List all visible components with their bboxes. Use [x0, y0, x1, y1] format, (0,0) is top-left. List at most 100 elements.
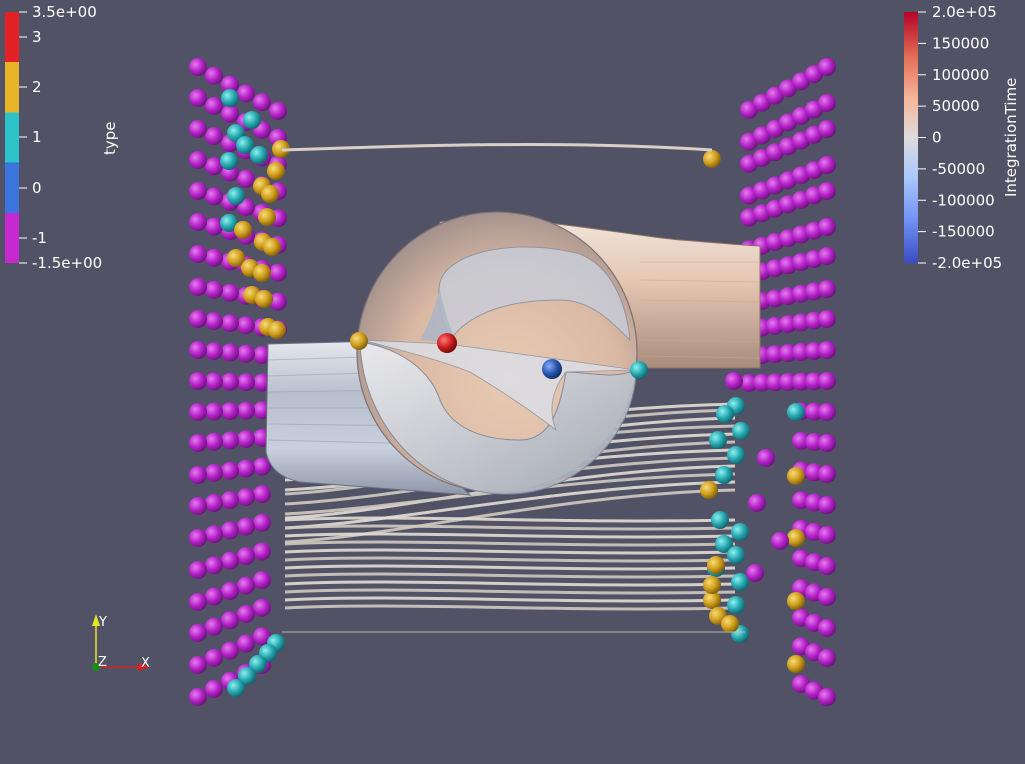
critical-point-gold — [350, 332, 368, 350]
seed-sphere — [818, 649, 836, 667]
seed-sphere — [805, 402, 823, 421]
seed-sphere — [787, 655, 805, 673]
seed-sphere — [243, 111, 261, 129]
type-tick-label: 0 — [32, 179, 42, 197]
seed-sphere — [272, 140, 290, 158]
seed-sphere — [227, 249, 245, 267]
seed-sphere — [205, 248, 223, 267]
seed-sphere — [237, 488, 255, 507]
seed-sphere — [766, 373, 784, 392]
type-tick-label: -1.5e+00 — [32, 254, 102, 272]
streamline — [284, 532, 736, 539]
seed-sphere — [189, 245, 207, 263]
seed-sphere — [787, 529, 805, 547]
seed-sphere — [205, 463, 223, 482]
seed-sphere — [220, 214, 238, 232]
seed-sphere — [220, 152, 238, 170]
seed-sphere — [255, 290, 273, 308]
streamline — [284, 564, 736, 571]
seed-sphere — [189, 403, 207, 421]
type-tick-label: -1 — [32, 229, 47, 247]
seed-sphere — [227, 679, 245, 697]
seed-sphere — [757, 449, 775, 467]
seed-sphere — [787, 403, 805, 421]
seed-sphere — [818, 156, 836, 174]
seed-sphere — [221, 461, 239, 480]
seed-sphere — [766, 345, 784, 364]
seed-sphere — [189, 182, 207, 200]
seed-sphere — [715, 535, 733, 553]
seed-sphere — [818, 496, 836, 514]
seed-sphere — [727, 446, 745, 464]
streamline — [284, 488, 736, 544]
integration-time-tick-label: -100000 — [932, 191, 995, 209]
seed-sphere — [189, 466, 207, 484]
streamline — [284, 556, 736, 563]
seed-sphere — [748, 494, 766, 512]
z-axis-dot — [92, 663, 100, 671]
integration-time-color-bar — [904, 12, 918, 263]
type-color-bar — [5, 12, 19, 263]
critical-point-teal — [630, 361, 648, 379]
integration-time-color-legend: 2.0e+05 150000 100000 50000 0 -50000 -100000 -1… — [904, 3, 1020, 272]
seed-sphere — [221, 372, 239, 391]
seed-sphere — [205, 494, 223, 513]
type-tick-label: 2 — [32, 78, 42, 96]
seed-sphere — [221, 611, 239, 630]
seed-sphere — [205, 402, 223, 421]
y-axis-arrow — [92, 614, 100, 626]
seed-sphere — [205, 312, 223, 331]
seed-sphere — [250, 146, 268, 164]
seed-sphere — [269, 292, 287, 311]
seed-sphere — [792, 372, 810, 391]
seed-sphere — [818, 94, 836, 112]
seed-sphere — [205, 280, 223, 299]
seed-sphere — [253, 457, 271, 476]
seed-sphere — [732, 422, 750, 440]
seed-sphere — [189, 434, 207, 452]
seed-sphere — [205, 157, 223, 176]
seed-sphere — [715, 466, 733, 484]
seed-sphere — [189, 120, 207, 138]
seed-sphere — [221, 402, 239, 421]
seed-sphere — [771, 532, 789, 550]
integration-time-tick-label: 0 — [932, 129, 942, 147]
vortex-sheet — [361, 339, 637, 432]
seed-sphere — [221, 314, 239, 333]
seed-sphere — [237, 316, 255, 335]
seed-sphere — [725, 372, 743, 390]
seed-sphere — [234, 221, 252, 239]
integration-time-tick-label: 100000 — [932, 66, 989, 84]
streamline — [284, 604, 736, 611]
seed-sphere — [268, 321, 286, 339]
integration-time-tick-label: 150000 — [932, 34, 989, 52]
seed-sphere — [792, 431, 810, 450]
orientation-axes: Y Z X — [92, 614, 150, 671]
seed-sphere — [269, 102, 287, 120]
seed-sphere — [727, 596, 745, 614]
type-tick-label: 3 — [32, 28, 42, 46]
seed-sphere — [818, 218, 836, 236]
integration-time-tick-label: 50000 — [932, 97, 980, 115]
seed-sphere — [189, 529, 207, 547]
seed-sphere — [189, 688, 207, 706]
x-axis-arrow — [138, 663, 150, 671]
seed-sphere — [818, 526, 836, 544]
seed-sphere — [267, 162, 285, 180]
seed-sphere — [249, 655, 267, 673]
seed-sphere — [253, 373, 271, 392]
streamline — [284, 480, 736, 530]
seed-sphere — [258, 208, 276, 226]
seed-sphere — [818, 58, 836, 76]
seed-sphere — [221, 551, 239, 570]
seed-sphere — [818, 465, 836, 483]
seed-sphere — [727, 546, 745, 564]
seed-sphere — [818, 557, 836, 575]
seed-sphere — [221, 491, 239, 510]
integration-time-tick-label: -50000 — [932, 160, 985, 178]
seed-sphere — [205, 187, 223, 206]
seed-sphere — [221, 521, 239, 540]
streamline — [284, 596, 736, 603]
streamline — [284, 580, 736, 587]
